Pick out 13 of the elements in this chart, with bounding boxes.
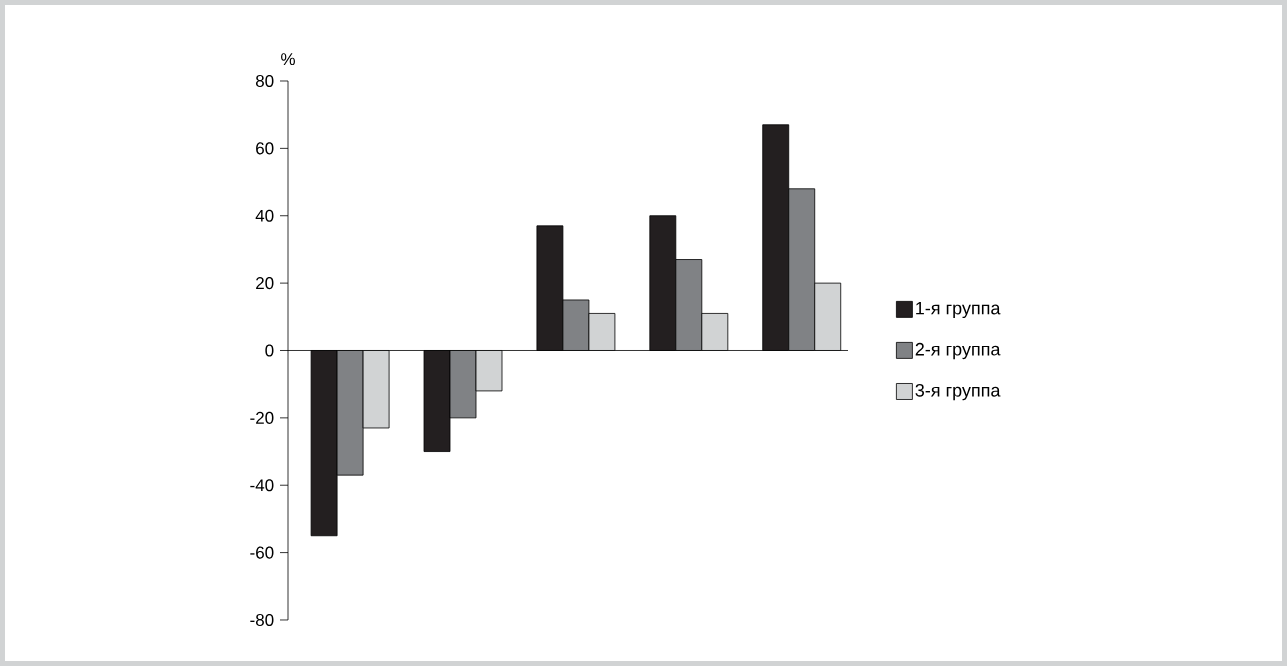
- y-tick-label: -80: [250, 613, 274, 627]
- legend-label: 3-я группа: [915, 383, 1001, 401]
- y-tick-label: 80: [255, 74, 274, 88]
- y-tick-label: 20: [256, 277, 274, 290]
- y-tick-label: 40: [255, 209, 274, 222]
- legend-label: 2-я группа: [915, 342, 1001, 360]
- y-tick-label: -40: [250, 479, 274, 492]
- y-tick-label: 60: [256, 142, 274, 155]
- y-axis-title: %: [281, 53, 295, 66]
- y-tick-label: -60: [250, 546, 274, 559]
- y-tick-label: -20: [250, 411, 274, 424]
- y-tick-label: 0: [265, 344, 274, 357]
- legend-label: 1-я группа: [916, 301, 1001, 319]
